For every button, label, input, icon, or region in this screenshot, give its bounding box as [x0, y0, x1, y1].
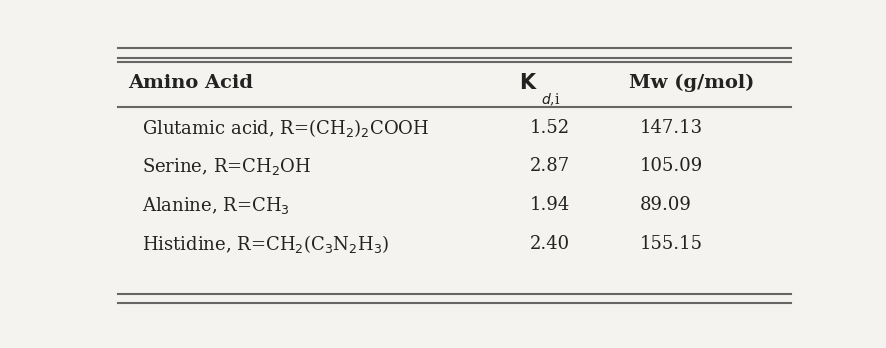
Text: 89.09: 89.09: [640, 196, 691, 214]
Text: Histidine, R=CH$_{2}$(C$_{3}$N$_{2}$H$_{3}$): Histidine, R=CH$_{2}$(C$_{3}$N$_{2}$H$_{…: [142, 233, 389, 255]
Text: 1.94: 1.94: [530, 196, 570, 214]
Text: 1.52: 1.52: [530, 119, 570, 136]
Text: Amino Acid: Amino Acid: [128, 74, 253, 92]
Text: 155.15: 155.15: [640, 235, 703, 253]
Text: $\mathit{d}$,i: $\mathit{d}$,i: [541, 91, 561, 108]
Text: 2.40: 2.40: [530, 235, 570, 253]
Text: Alanine, R=CH$_{3}$: Alanine, R=CH$_{3}$: [142, 195, 290, 216]
Text: Glutamic acid, R=(CH$_{2}$)$_{2}$COOH: Glutamic acid, R=(CH$_{2}$)$_{2}$COOH: [142, 117, 429, 139]
Text: 147.13: 147.13: [640, 119, 703, 136]
Text: 105.09: 105.09: [640, 157, 703, 175]
Text: Mw (g/mol): Mw (g/mol): [629, 74, 755, 93]
Text: $\mathbf{K}$: $\mathbf{K}$: [519, 73, 538, 93]
Text: Serine, R=CH$_{2}$OH: Serine, R=CH$_{2}$OH: [142, 156, 311, 177]
Text: 2.87: 2.87: [530, 157, 570, 175]
